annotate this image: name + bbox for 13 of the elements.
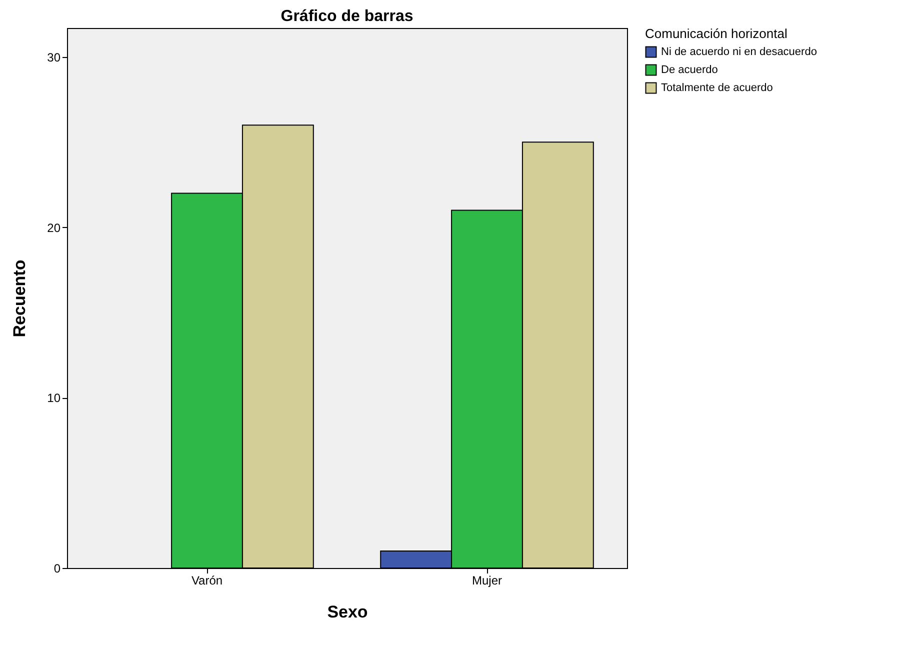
x-axis-title: Sexo: [327, 602, 368, 622]
legend-label: De acuerdo: [661, 64, 718, 76]
y-axis-title: Recuento: [10, 260, 30, 338]
y-tick-label: 0: [54, 562, 61, 576]
legend-title: Comunicación horizontal: [645, 26, 788, 41]
y-tick-label: 30: [47, 50, 61, 64]
legend-label: Totalmente de acuerdo: [661, 82, 773, 94]
y-tick-label: 10: [47, 391, 61, 406]
legend-label: Ni de acuerdo ni en desacuerdo: [661, 46, 817, 58]
chart-title: Gráfico de barras: [280, 8, 414, 25]
y-tick-label: 20: [47, 220, 61, 235]
x-tick-label: Mujer: [472, 574, 502, 588]
x-tick-label: Varón: [191, 574, 223, 588]
